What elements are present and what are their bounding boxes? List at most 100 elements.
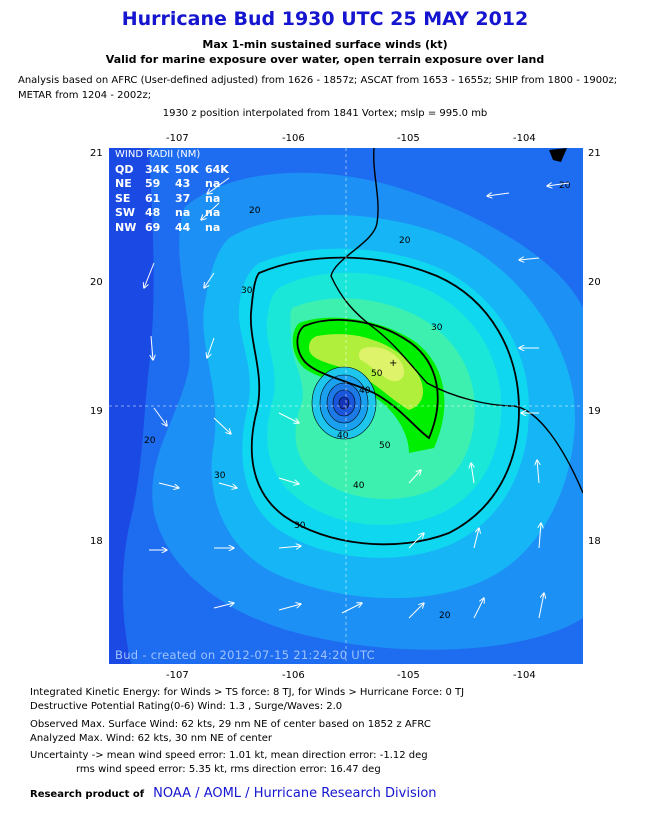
radii-cell: SW <box>115 206 136 219</box>
footer-label: Research product of <box>30 789 145 800</box>
lat-tick-left-3: 19 <box>90 406 103 417</box>
radii-cell: 43 <box>175 177 191 190</box>
contour-level-9 <box>358 346 405 382</box>
wind-vectors <box>144 177 570 619</box>
wind-radii-title: WIND RADII (NM) <box>115 149 201 160</box>
wind-arrow <box>218 482 237 488</box>
lat-tick-right-4: 18 <box>588 536 601 547</box>
wind-arrow <box>487 193 510 196</box>
contour-level-8 <box>309 334 424 410</box>
wind-radii-row: SW 48 na na <box>115 206 235 221</box>
wind-arrow <box>408 603 424 619</box>
wind-arrow <box>151 335 153 360</box>
lat-tick-right-2: 20 <box>588 277 601 288</box>
radii-cell: 48 <box>145 206 161 219</box>
eye-low-wind-core <box>311 366 377 440</box>
lat-tick-left-1: 21 <box>90 148 103 159</box>
contour-label-20-n: 20 <box>399 236 411 246</box>
wind-field-map: + 20 20 20 20 30 30 30 30 40 40 40 50 50… <box>109 148 583 664</box>
wind-arrow <box>537 460 539 484</box>
footer-org-link[interactable]: NOAA / AOML / Hurricane Research Divisio… <box>153 786 437 801</box>
radii-header-cell: 64K <box>205 162 229 176</box>
observed-max-line: Observed Max. Surface Wind: 62 kts, 29 n… <box>30 719 431 730</box>
wind-radii-header-row: QD 34K 50K 64K <box>115 163 235 178</box>
radii-cell: 59 <box>145 177 161 190</box>
contour-label-20-nw: 20 <box>249 206 261 216</box>
position-line: 1930 z position interpolated from 1841 V… <box>162 108 488 119</box>
wind-radii-row: NE 59 43 na <box>115 177 235 192</box>
center-marker: + <box>389 358 397 369</box>
dpr-line: Destructive Potential Rating(0-6) Wind: … <box>30 701 343 712</box>
map-title: Hurricane Bud 1930 UTC 25 MAY 2012 <box>121 8 529 30</box>
uncertainty-line-2: rms wind speed error: 5.35 kt, rms direc… <box>76 764 381 775</box>
wind-arrow <box>473 598 484 619</box>
radii-cell: 37 <box>175 191 191 205</box>
wind-arrow <box>473 528 479 549</box>
radii-cell: 44 <box>175 220 191 234</box>
lon-tick-bottom-2: -106 <box>282 670 305 681</box>
wind-arrow <box>144 262 155 288</box>
analysis-sources: Analysis based on AFRC (User-defined adj… <box>18 73 633 103</box>
contour-label-50-e: 50 <box>379 441 391 451</box>
creation-stamp: Bud - created on 2012-07-15 21:24:20 UTC <box>115 648 375 662</box>
wind-arrow <box>278 604 301 611</box>
radii-header-cell: 34K <box>145 162 169 176</box>
island <box>549 148 567 162</box>
radii-cell: na <box>205 206 221 219</box>
lon-tick-top-2: -106 <box>282 133 305 144</box>
contour-50kt-line <box>296 319 439 440</box>
wind-arrow <box>207 177 230 194</box>
radii-header-cell: QD <box>115 162 134 176</box>
lon-tick-top-4: -104 <box>513 133 536 144</box>
lon-tick-bottom-4: -104 <box>513 670 536 681</box>
wind-arrow <box>547 183 570 186</box>
wind-arrow <box>341 603 362 614</box>
wind-arrow <box>207 337 215 358</box>
map-subtitle-units: Max 1-min sustained surface winds (kt) <box>202 38 448 51</box>
lon-tick-bottom-3: -105 <box>397 670 420 681</box>
wind-arrow <box>278 546 301 548</box>
wind-arrow <box>278 412 299 423</box>
radii-cell: SE <box>115 191 131 205</box>
lon-tick-bottom-1: -107 <box>166 670 189 681</box>
radii-cell: na <box>205 191 221 205</box>
wind-arrow <box>278 477 299 484</box>
lon-tick-top-3: -105 <box>397 133 420 144</box>
radii-cell: NW <box>115 220 137 234</box>
analysis-line-1: Analysis based on AFRC (User-defined adj… <box>18 75 618 86</box>
wind-arrow <box>213 417 231 434</box>
lat-tick-left-4: 18 <box>90 536 103 547</box>
radii-cell: na <box>205 177 221 190</box>
lat-tick-right-1: 21 <box>588 148 601 159</box>
contour-label-30-ne: 30 <box>431 323 443 333</box>
contour-label-40-core: 40 <box>359 386 371 396</box>
wind-arrow <box>408 470 421 484</box>
contour-label-20-w: 20 <box>144 436 156 446</box>
wind-radii-row: NW 69 44 na <box>115 221 235 236</box>
coastline <box>330 148 583 494</box>
map-subtitle-exposure: Valid for marine exposure over water, op… <box>105 53 545 66</box>
uncertainty-line-1: Uncertainty -> mean wind speed error: 1.… <box>30 750 428 761</box>
radii-cell: 61 <box>145 191 161 205</box>
radii-cell: 69 <box>145 220 161 234</box>
wind-arrow <box>201 202 220 220</box>
ike-line: Integrated Kinetic Energy: for Winds > T… <box>30 687 465 698</box>
contour-label-40-s: 40 <box>353 481 365 491</box>
wind-arrow <box>158 482 179 488</box>
contour-label-20-se: 20 <box>439 611 451 621</box>
contour-label-30-nw: 30 <box>241 286 253 296</box>
contour-label-50-n: 50 <box>371 369 383 379</box>
wind-radii-table: WIND RADII (NM) QD 34K 50K 64K NE 59 43 na SE 6… <box>115 148 235 235</box>
wind-radii-row: SE 61 37 na <box>115 192 235 207</box>
lon-tick-top-1: -107 <box>166 133 189 144</box>
wind-arrow <box>471 463 474 484</box>
radii-cell: NE <box>115 177 132 190</box>
contour-label-20-ne: 20 <box>559 181 571 191</box>
wind-arrow <box>213 603 234 609</box>
radii-header-cell: 50K <box>175 162 199 176</box>
radii-cell: na <box>175 206 191 219</box>
wind-arrow <box>153 407 167 426</box>
wind-field-svg: + 20 20 20 20 30 30 30 30 40 40 40 50 50… <box>109 148 583 664</box>
contour-34kt-line <box>249 256 520 546</box>
wind-arrow <box>204 272 215 288</box>
